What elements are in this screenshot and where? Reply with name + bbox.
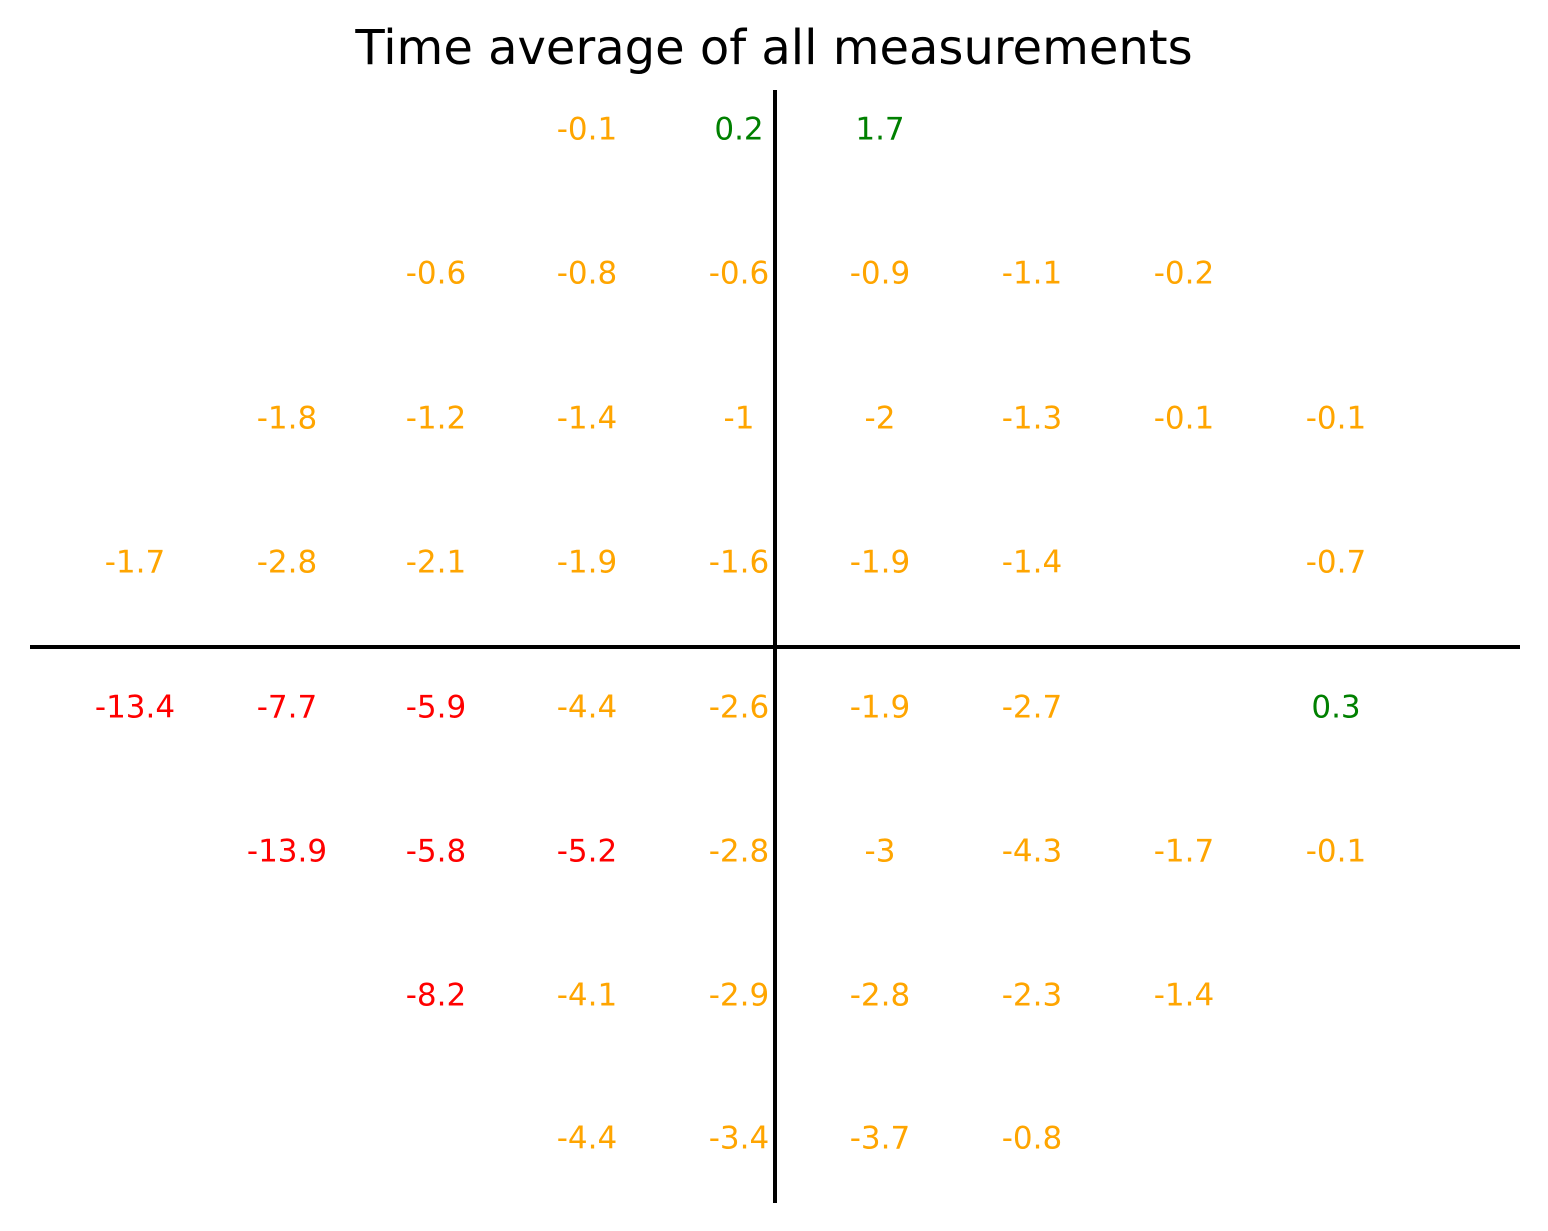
- data-point: -2: [864, 400, 896, 437]
- data-point: -5.2: [556, 833, 618, 870]
- data-point: -1.2: [405, 400, 467, 437]
- data-point: -7.7: [256, 689, 318, 726]
- data-point: -0.2: [1153, 255, 1215, 292]
- chart-title: Time average of all measurements: [355, 20, 1193, 76]
- data-point: -0.7: [1305, 544, 1367, 581]
- data-point: -0.1: [556, 111, 618, 148]
- data-point: -1.9: [849, 689, 911, 726]
- data-point: -2.8: [708, 833, 770, 870]
- data-point: -4.4: [556, 1120, 618, 1157]
- data-point: -1.9: [556, 544, 618, 581]
- data-point: -1: [723, 400, 755, 437]
- data-point: -5.8: [405, 833, 467, 870]
- data-point: -0.1: [1305, 833, 1367, 870]
- data-point: 0.3: [1311, 689, 1361, 726]
- data-point: -3: [864, 833, 896, 870]
- data-point: 0.2: [714, 111, 764, 148]
- data-point: -1.3: [1001, 400, 1063, 437]
- data-point: -1.7: [104, 544, 166, 581]
- data-point: 1.7: [855, 111, 905, 148]
- data-point: -1.8: [256, 400, 318, 437]
- data-point: -0.8: [556, 255, 618, 292]
- data-point: -0.6: [708, 255, 770, 292]
- data-point: -1.4: [556, 400, 618, 437]
- data-point: -0.6: [405, 255, 467, 292]
- data-point: -2.8: [256, 544, 318, 581]
- data-point: -1.1: [1001, 255, 1063, 292]
- data-point: -3.7: [849, 1120, 911, 1157]
- horizontal-axis-line: [30, 645, 1520, 649]
- data-point: -0.1: [1153, 400, 1215, 437]
- data-point: -2.1: [405, 544, 467, 581]
- data-point: -1.7: [1153, 833, 1215, 870]
- data-point: -2.8: [849, 977, 911, 1014]
- data-point: -5.9: [405, 689, 467, 726]
- data-point: -1.4: [1001, 544, 1063, 581]
- data-point: -13.4: [94, 689, 176, 726]
- data-point: -1.4: [1153, 977, 1215, 1014]
- data-point: -1.9: [849, 544, 911, 581]
- data-point: -2.9: [708, 977, 770, 1014]
- data-point: -0.1: [1305, 400, 1367, 437]
- data-point: -2.3: [1001, 977, 1063, 1014]
- data-point: -1.6: [708, 544, 770, 581]
- data-point: -2.6: [708, 689, 770, 726]
- data-point: -0.8: [1001, 1120, 1063, 1157]
- data-point: -4.4: [556, 689, 618, 726]
- data-point: -13.9: [246, 833, 328, 870]
- data-point: -3.4: [708, 1120, 770, 1157]
- data-point: -4.3: [1001, 833, 1063, 870]
- data-point: -8.2: [405, 977, 467, 1014]
- data-point: -0.9: [849, 255, 911, 292]
- data-point: -4.1: [556, 977, 618, 1014]
- data-point: -2.7: [1001, 689, 1063, 726]
